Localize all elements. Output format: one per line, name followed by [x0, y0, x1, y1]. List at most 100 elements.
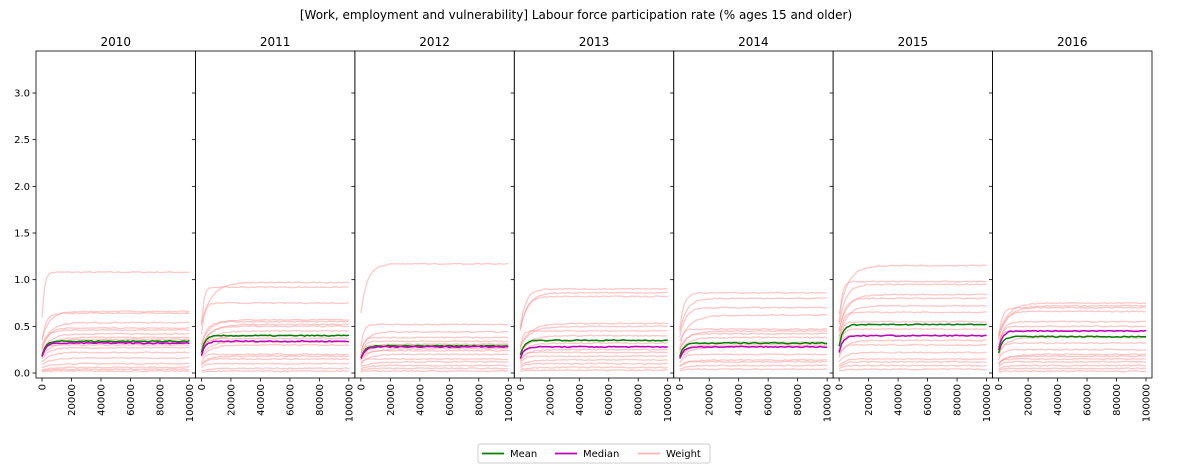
x-tick-label: 60000: [604, 384, 615, 416]
panel-2015: 2015 0 20000 40000 60000 80000 100000: [829, 35, 993, 422]
panel-2010: 2010 0 20000 40000 60000 80000 100000 0.0 0.5 1.0…: [14, 35, 196, 422]
weight-line: [41, 356, 190, 366]
x-tick-label: 0: [835, 384, 846, 390]
panel-title: 2011: [260, 35, 291, 49]
weight-line: [679, 345, 828, 360]
median-line: [41, 341, 190, 357]
weight-line: [201, 367, 350, 372]
y-tick-label: 2.5: [14, 135, 30, 146]
weight-line: [200, 353, 349, 363]
weight-line: [360, 360, 509, 368]
weight-line: [520, 366, 668, 371]
weight-line: [41, 332, 190, 352]
weight-line: [200, 362, 350, 369]
x-tick-label: 0: [38, 384, 49, 390]
panel-title: 2010: [100, 35, 131, 49]
x-tick-label: 0: [516, 384, 527, 390]
x-tick-label: 20000: [705, 384, 716, 416]
weight-line: [200, 318, 349, 344]
weight-line: [200, 355, 349, 365]
weight-line: [998, 364, 1147, 370]
weight-line: [679, 332, 828, 352]
weight-line: [519, 295, 668, 332]
weight-line: [838, 360, 987, 368]
x-tick-label: 20000: [1024, 384, 1035, 416]
weight-line: [679, 343, 828, 359]
x-tick-label: 0: [994, 384, 1005, 390]
x-tick-label: 100000: [982, 384, 993, 422]
chart-title: [Work, employment and vulnerability] Lab…: [300, 8, 852, 22]
weight-line: [998, 348, 1146, 361]
x-tick-label: 20000: [864, 384, 875, 416]
x-tick-label: 60000: [1083, 384, 1094, 416]
x-tick-label: 100000: [823, 384, 834, 422]
weight-line: [200, 357, 349, 366]
x-tick-label: 80000: [315, 384, 326, 416]
panel-title: 2016: [1057, 35, 1088, 49]
x-tick-label: 100000: [1142, 384, 1153, 422]
median-line: [997, 329, 1147, 351]
weight-line: [41, 368, 190, 372]
weight-line: [838, 264, 987, 315]
weight-line: [519, 362, 668, 369]
panel-title: 2014: [738, 35, 769, 49]
panel-title: 2012: [419, 35, 450, 49]
weight-line: [997, 325, 1147, 348]
x-tick-label: 100000: [185, 384, 196, 422]
weight-line: [41, 312, 190, 341]
weight-line: [998, 360, 1147, 368]
weight-line: [41, 338, 190, 355]
weight-line: [838, 334, 987, 353]
x-tick-label: 40000: [894, 384, 905, 416]
median-line: [519, 345, 668, 359]
x-tick-label: 20000: [386, 384, 397, 416]
mean-line: [997, 335, 1147, 354]
legend-label-median: Median: [583, 449, 619, 460]
weight-line: [997, 341, 1147, 357]
weight-line: [838, 357, 987, 366]
weight-line: [41, 366, 190, 371]
weight-line: [360, 262, 509, 313]
mean-line: [41, 339, 190, 356]
weight-line: [997, 329, 1147, 351]
legend-label-mean: Mean: [510, 449, 537, 460]
weight-line: [997, 301, 1147, 335]
weight-line: [41, 321, 190, 346]
weight-line: [360, 330, 509, 351]
weight-line: [679, 297, 828, 333]
median-line: [360, 345, 509, 359]
weight-line: [998, 357, 1147, 366]
x-tick-label: 40000: [575, 384, 586, 416]
panel-2016: 2016 0 20000 40000 60000 80000 100000: [989, 35, 1153, 422]
weight-line: [41, 351, 190, 363]
weight-line: [360, 369, 509, 373]
weight-line: [200, 320, 350, 345]
weight-line: [838, 304, 987, 337]
panel-frame: [513, 50, 675, 379]
weight-line: [41, 346, 190, 360]
x-tick-label: 80000: [155, 384, 166, 416]
x-tick-label: 80000: [793, 384, 804, 416]
weight-line: [679, 291, 828, 329]
weight-line: [838, 297, 987, 333]
x-tick-label: 80000: [634, 384, 645, 416]
weight-line: [519, 322, 668, 347]
weight-line: [519, 287, 668, 327]
x-tick-label: 80000: [474, 384, 485, 416]
y-tick-label: 0.0: [14, 369, 30, 380]
x-tick-label: 40000: [734, 384, 745, 416]
weight-line: [679, 314, 828, 342]
weight-line: [41, 369, 190, 373]
y-tick-label: 2.0: [14, 182, 30, 193]
weight-line: [838, 368, 987, 372]
x-tick-label: 20000: [67, 384, 78, 416]
x-tick-label: 0: [675, 384, 686, 390]
median-line: [679, 345, 828, 359]
mean-line: [200, 334, 349, 353]
weight-line: [998, 353, 1147, 364]
x-tick-label: 80000: [1112, 384, 1123, 416]
weight-line: [519, 291, 668, 330]
weight-line: [200, 325, 349, 348]
weight-line: [679, 358, 828, 367]
